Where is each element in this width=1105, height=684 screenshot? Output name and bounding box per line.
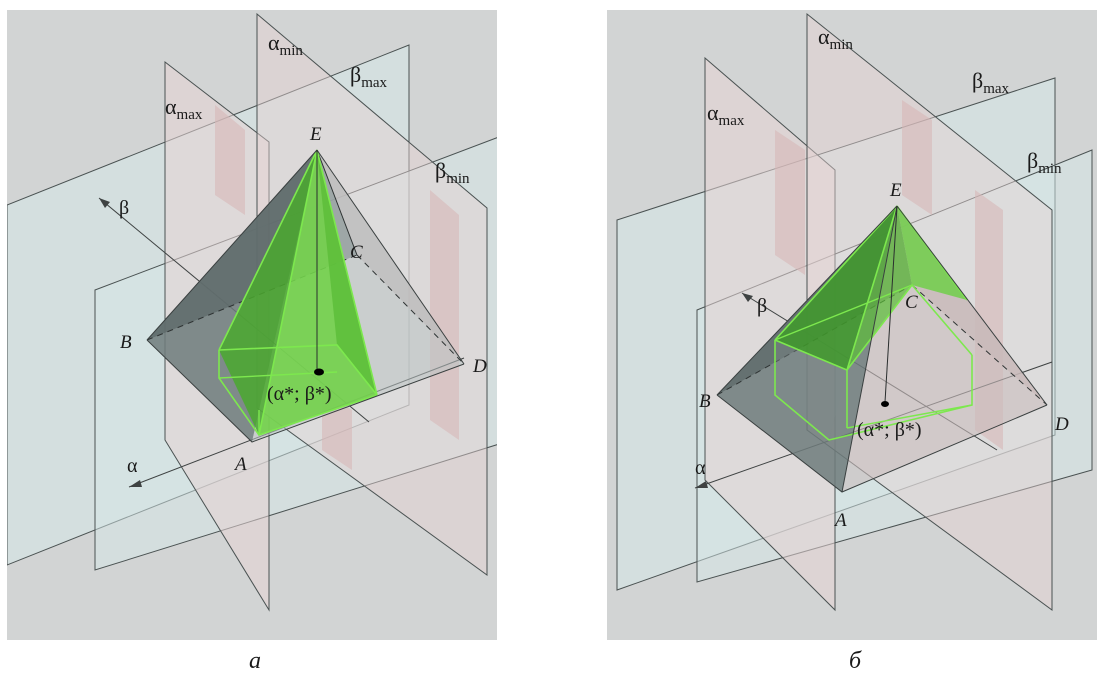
label-beta-axis: β	[119, 197, 129, 219]
caption-a: а	[249, 648, 261, 674]
green-outline-top	[218, 344, 378, 396]
label-alpha-min: αmin	[268, 30, 303, 59]
diagram-panel-a: αmax αmin βmax βmin β α E B C D A (α*; β…	[7, 10, 497, 640]
diagram-panel-b: αmax αmin βmax βmin β α E B C D A (α*; β…	[607, 10, 1097, 640]
label-beta-min: βmin	[435, 158, 470, 187]
alpha-band	[902, 100, 932, 215]
edge-eb	[716, 205, 898, 396]
label-beta-axis: β	[757, 295, 767, 317]
alpha-axis-arrow	[695, 481, 708, 488]
label-vertex-e: E	[889, 180, 902, 201]
green-face-roof-left	[775, 206, 897, 370]
edge-ed	[896, 205, 1048, 406]
label-alpha-axis: α	[695, 457, 706, 479]
label-vertex-b: B	[120, 332, 132, 353]
pyramid-base-front-edges	[146, 339, 465, 443]
green-outline-base	[846, 404, 973, 429]
green-edge-front	[258, 149, 318, 436]
pyramid-scene-a: αmax αmin βmax βmin β α E B C D A (α*; β…	[7, 10, 497, 640]
label-vertex-c: C	[350, 242, 363, 263]
label-optimum-point: (α*; β*)	[267, 383, 332, 405]
label-vertex-a: A	[233, 454, 247, 475]
pyramid-scene-b: αmax αmin βmax βmin β α E B C D A (α*; β…	[607, 10, 1097, 640]
edge-ec	[316, 149, 358, 256]
beta-axis-arrow	[742, 293, 753, 302]
green-face-roof-mid	[847, 206, 912, 370]
label-vertex-b: B	[699, 391, 711, 412]
hidden-edge-cd	[356, 254, 465, 365]
label-alpha-max: αmax	[165, 94, 203, 123]
alpha-band	[775, 130, 805, 275]
label-vertex-e: E	[309, 124, 322, 145]
label-vertex-c: C	[905, 292, 918, 313]
green-face-box-front	[775, 340, 847, 440]
beta-axis-arrow	[99, 198, 110, 208]
label-vertex-a: A	[833, 510, 847, 531]
green-face-left	[219, 150, 317, 435]
label-beta-max: βmax	[350, 62, 388, 91]
alpha-band	[215, 105, 245, 215]
green-edge-left	[218, 149, 318, 351]
label-beta-max: βmax	[972, 68, 1010, 97]
green-edge-left	[774, 205, 898, 341]
edge-eb	[146, 149, 318, 341]
label-optimum-point: (α*; β*)	[857, 419, 922, 441]
label-alpha-min: αmin	[818, 24, 853, 53]
label-alpha-axis: α	[127, 455, 138, 477]
edge-ed	[316, 149, 465, 365]
label-vertex-d: D	[472, 356, 487, 377]
pyramid-height	[884, 205, 898, 403]
green-outline-back	[774, 284, 913, 341]
green-edge-front	[846, 205, 898, 371]
label-vertex-d: D	[1054, 414, 1069, 435]
caption-b: б	[848, 648, 862, 674]
green-outline-box-bottom	[774, 340, 973, 441]
edge-ea	[841, 205, 898, 493]
green-outline-bottom	[218, 350, 378, 436]
green-edge-right	[316, 149, 378, 396]
label-beta-min: βmin	[1027, 148, 1062, 177]
label-alpha-max: αmax	[707, 100, 745, 129]
optimum-point	[881, 401, 889, 407]
alpha-axis-arrow	[129, 480, 142, 487]
optimum-point	[314, 368, 324, 376]
green-face-front	[259, 150, 377, 435]
hidden-edge-cd	[911, 284, 1048, 406]
alpha-band	[430, 190, 459, 440]
